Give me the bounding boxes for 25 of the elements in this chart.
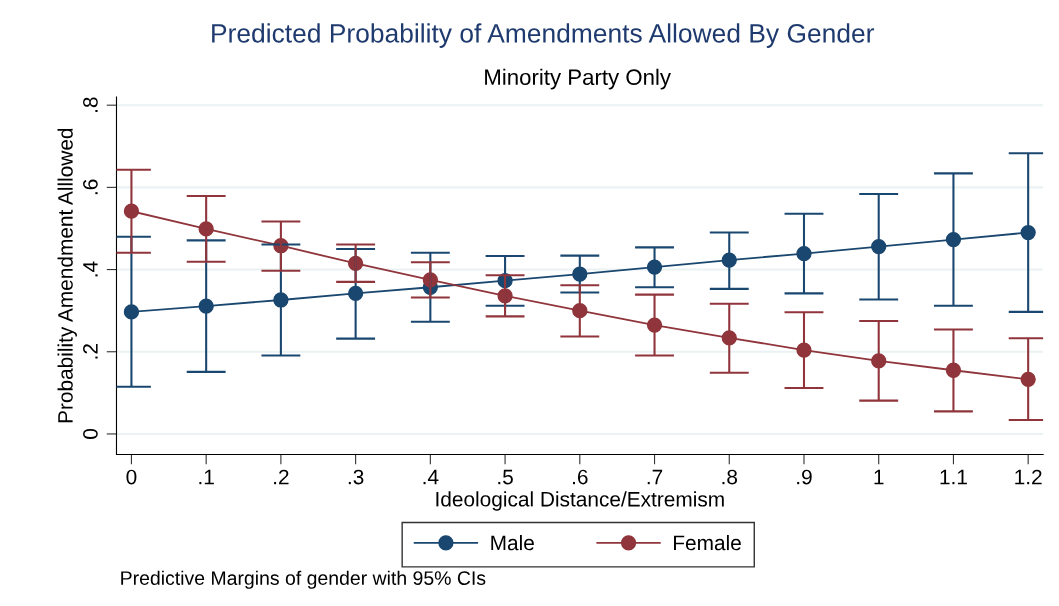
chart-title: Predicted Probability of Amendments Allowed By Gender [212,23,875,48]
text: Predictive Margins of gender with 95% CIs [121,570,486,589]
chart-subtitle: Minority Party Only [485,68,671,90]
y-tick-label: .2 [83,344,98,359]
x-tick-label: 1 [874,469,884,485]
x-axis-title: Ideological Distance/Extremism [436,491,724,511]
x-tick-label: .4 [423,469,439,485]
x-tick-label: .6 [573,469,588,485]
x-tick-label: .1 [199,469,214,485]
x-tick-label: 1.2 [1015,469,1042,485]
y-tick-label: .4 [83,261,98,277]
y-axis-title: Probability Amendment Alllowed [57,128,77,423]
y-tick-label: 0 [83,428,98,439]
legend-label: Female [674,534,741,551]
x-tick-label: .2 [274,469,289,485]
y-tick-label: .8 [83,97,98,112]
x-tick-label: .3 [348,469,364,485]
x-tick-label: .8 [722,469,738,485]
y-tick-label: .6 [83,179,98,195]
legend-label: Male [491,534,534,551]
x-tick-label: .5 [498,469,513,485]
x-tick-label: 0 [126,469,137,485]
x-tick-label: .7 [647,469,663,485]
x-tick-label: .9 [797,469,812,485]
x-tick-label: 1.1 [940,469,967,485]
